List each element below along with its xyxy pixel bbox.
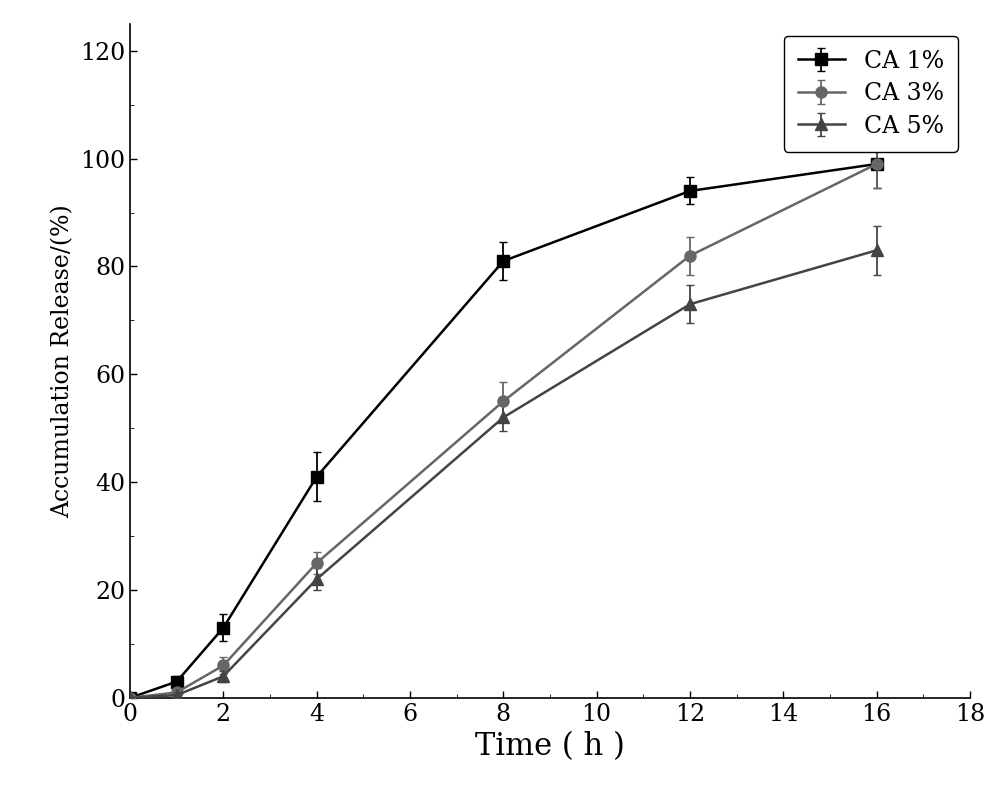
Legend: CA 1%, CA 3%, CA 5%: CA 1%, CA 3%, CA 5% xyxy=(784,36,958,151)
Y-axis label: Accumulation Release/(%): Accumulation Release/(%) xyxy=(51,204,74,518)
X-axis label: Time ( h ): Time ( h ) xyxy=(475,731,625,762)
